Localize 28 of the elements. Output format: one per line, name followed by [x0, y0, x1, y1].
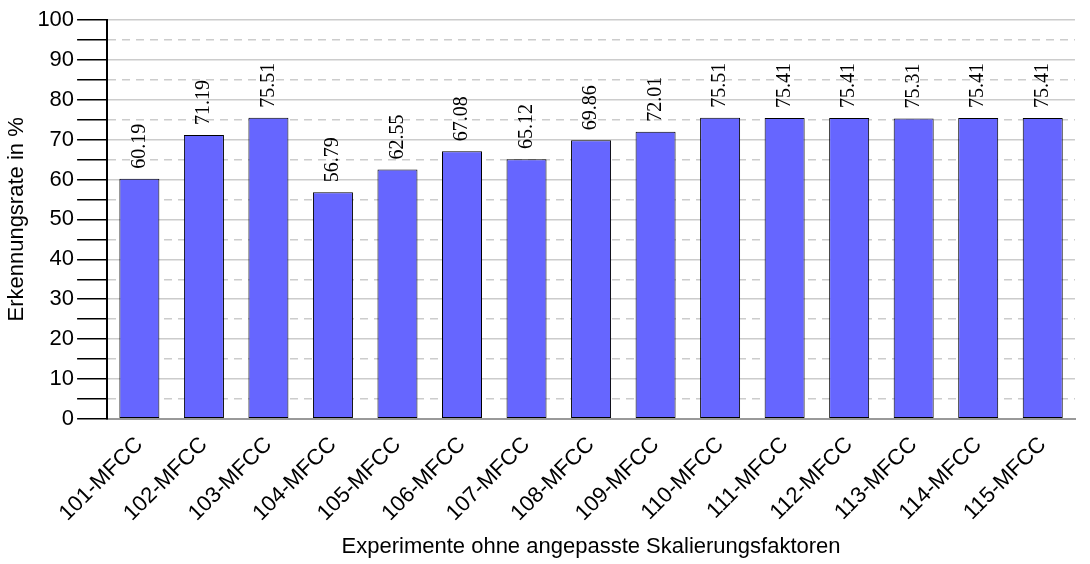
data-label: 72.01: [642, 76, 665, 122]
data-label: 75.31: [900, 63, 923, 109]
y-tick-label: 40: [49, 245, 75, 271]
data-label: 75.51: [707, 62, 730, 108]
data-label: 75.41: [836, 63, 859, 109]
x-axis-title: Experimente ohne angepasste Skalierungsfaktoren: [341, 532, 841, 558]
y-tick-label: 20: [49, 325, 75, 351]
y-tick-label: 70: [49, 125, 75, 151]
data-label: 67.08: [449, 96, 472, 142]
data-label: 56.79: [320, 137, 343, 183]
y-tick-label: 90: [49, 45, 75, 71]
y-tick-label: 10: [49, 365, 75, 391]
y-tick-label: 50: [49, 205, 75, 231]
data-label: 60.19: [126, 123, 149, 169]
y-tick-label: 60: [49, 165, 75, 191]
data-label: 75.51: [255, 62, 278, 108]
data-label: 75.41: [965, 63, 988, 109]
data-label: 65.12: [513, 104, 536, 150]
data-label: 75.41: [1029, 63, 1052, 109]
y-tick-label: 100: [37, 6, 75, 32]
data-label: 69.86: [578, 85, 601, 131]
y-tick-label: 80: [49, 85, 75, 111]
data-label: 62.55: [384, 114, 407, 160]
y-tick-label: 0: [61, 404, 75, 430]
data-label: 71.19: [191, 79, 214, 125]
data-label: 75.41: [771, 63, 794, 109]
y-axis-title: Erkennungsrate in %: [3, 117, 29, 322]
y-tick-label: 30: [49, 285, 75, 311]
